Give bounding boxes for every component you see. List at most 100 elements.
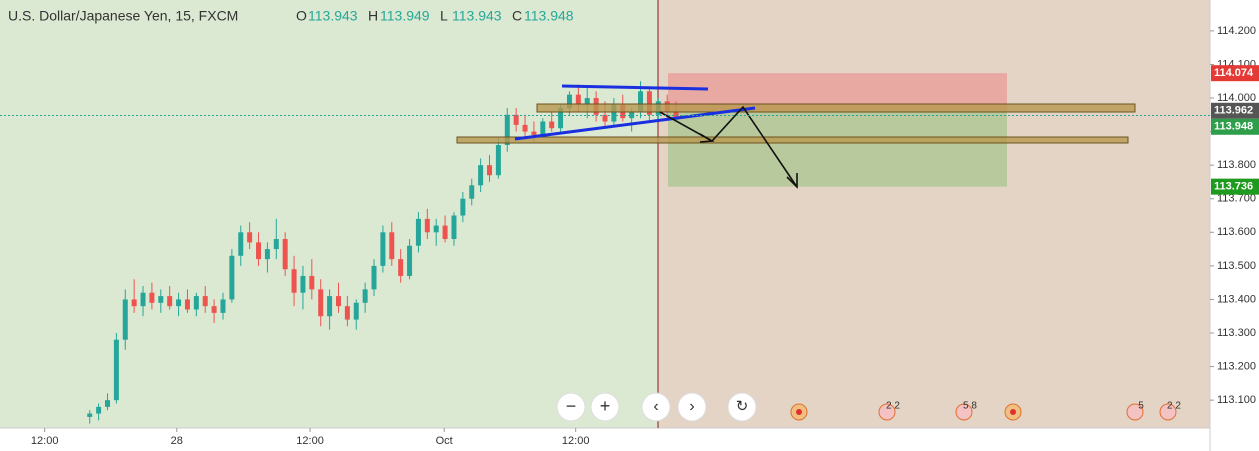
candle-body: [575, 94, 581, 105]
x-tick-label: Oct: [436, 435, 453, 447]
candle-body: [229, 255, 235, 300]
candle-body: [131, 299, 137, 307]
candle-body: [407, 245, 413, 276]
candle-body: [113, 339, 119, 401]
ohlc-key: H: [368, 8, 378, 24]
x-tick-label: 12:00: [31, 435, 59, 447]
candle-body: [202, 296, 208, 307]
ohlc-value: 113.948: [524, 8, 574, 24]
candle-body: [380, 232, 386, 266]
candle-body: [629, 111, 635, 119]
candle-body: [549, 121, 555, 129]
candle-body: [167, 296, 173, 307]
candle-body: [487, 165, 493, 176]
y-tick-label: 113.400: [1217, 293, 1256, 305]
candle-body: [504, 114, 510, 146]
candle-body: [184, 299, 190, 310]
candle-body: [344, 306, 350, 320]
x-tick-label: 12:00: [296, 435, 324, 447]
y-tick-label: 114.000: [1217, 92, 1256, 104]
price-tag-label: 114.074: [1214, 67, 1254, 79]
ohlc-key: C: [512, 8, 522, 24]
candle-body: [469, 185, 475, 199]
price-tag: [1211, 118, 1259, 135]
future-area: [658, 0, 1210, 428]
y-tick-label: 113.700: [1217, 193, 1256, 205]
event-icon[interactable]: [1159, 403, 1177, 421]
trend-line: [561, 84, 709, 91]
candle-body: [335, 296, 341, 307]
event-dot: [796, 409, 802, 415]
event-icon[interactable]: [1126, 403, 1144, 421]
y-tick-label: 113.200: [1217, 360, 1256, 372]
price-tag-label: 113.948: [1214, 121, 1253, 133]
event-label: 5: [1138, 401, 1144, 412]
arrow-head: [699, 133, 715, 143]
price-tag-label: 113.962: [1214, 105, 1253, 117]
candle-body: [273, 239, 279, 250]
x-tick-label: 12:00: [562, 435, 590, 447]
icon: ↻: [736, 398, 749, 415]
candle-body: [442, 225, 448, 240]
event-label: 2 2: [886, 401, 900, 412]
zone: [456, 136, 1129, 144]
icon: ›: [689, 398, 694, 415]
candle-body: [282, 239, 288, 270]
ohlc-value: 113.943: [308, 8, 358, 24]
scroll-left[interactable]: [641, 392, 671, 422]
event-label: 2 2: [1167, 401, 1181, 412]
candle-body: [158, 296, 164, 303]
candle-body: [513, 114, 519, 125]
candle-body: [87, 413, 93, 417]
candle-body: [353, 302, 359, 320]
zoom-in[interactable]: [590, 392, 620, 422]
candle-body: [104, 400, 110, 407]
candle-body: [362, 289, 368, 303]
candle-body: [247, 232, 253, 243]
ohlc-value: 113.943: [452, 8, 502, 24]
zoom-out[interactable]: [556, 392, 586, 422]
candle-body: [309, 275, 315, 290]
candle-body: [220, 299, 226, 313]
x-tick-label: 28: [171, 435, 183, 447]
candle-body: [371, 265, 377, 290]
event-icon[interactable]: [878, 403, 896, 421]
event-icon[interactable]: [955, 403, 973, 421]
candle-body: [415, 218, 421, 246]
candle-body: [176, 299, 182, 307]
candle-body: [611, 104, 617, 122]
candle-body: [398, 259, 404, 276]
icon: +: [600, 396, 611, 416]
chart-title: U.S. Dollar/Japanese Yen, 15, FXCM: [8, 8, 238, 24]
candle-body: [540, 121, 546, 135]
event-label: 5 8: [963, 401, 977, 412]
candle-body: [193, 296, 199, 310]
ohlc-key: L: [440, 8, 448, 24]
toolbar: − + ‹ › ↻: [556, 392, 1022, 422]
price-tag: [1211, 178, 1259, 195]
candle-body: [584, 98, 590, 105]
candle-body: [522, 124, 528, 132]
reset[interactable]: [727, 392, 757, 422]
candle-body: [389, 232, 395, 260]
candle-body: [433, 225, 439, 233]
y-tick-label: 113.800: [1217, 159, 1256, 171]
time-axis: [0, 428, 1210, 451]
ohlc-key: O: [296, 8, 307, 24]
candle-body: [646, 91, 652, 115]
arrow-path: [659, 105, 798, 188]
candle-body: [122, 299, 128, 340]
ohlc-value: 113.949: [380, 8, 430, 24]
legend: U.S. Dollar/Japanese Yen, 15, FXCM O 113.…: [8, 8, 574, 24]
y-tick-label: 113.300: [1217, 327, 1256, 339]
event-dot: [1010, 409, 1016, 415]
trend-line: [514, 106, 756, 141]
scroll-right[interactable]: [677, 392, 707, 422]
candle-body: [149, 292, 155, 303]
candle-body: [566, 94, 572, 109]
candle-body: [96, 406, 102, 414]
candle-body: [140, 292, 146, 307]
drawings: [0, 84, 1210, 189]
candle-body: [460, 198, 466, 216]
candle-body: [451, 215, 457, 240]
